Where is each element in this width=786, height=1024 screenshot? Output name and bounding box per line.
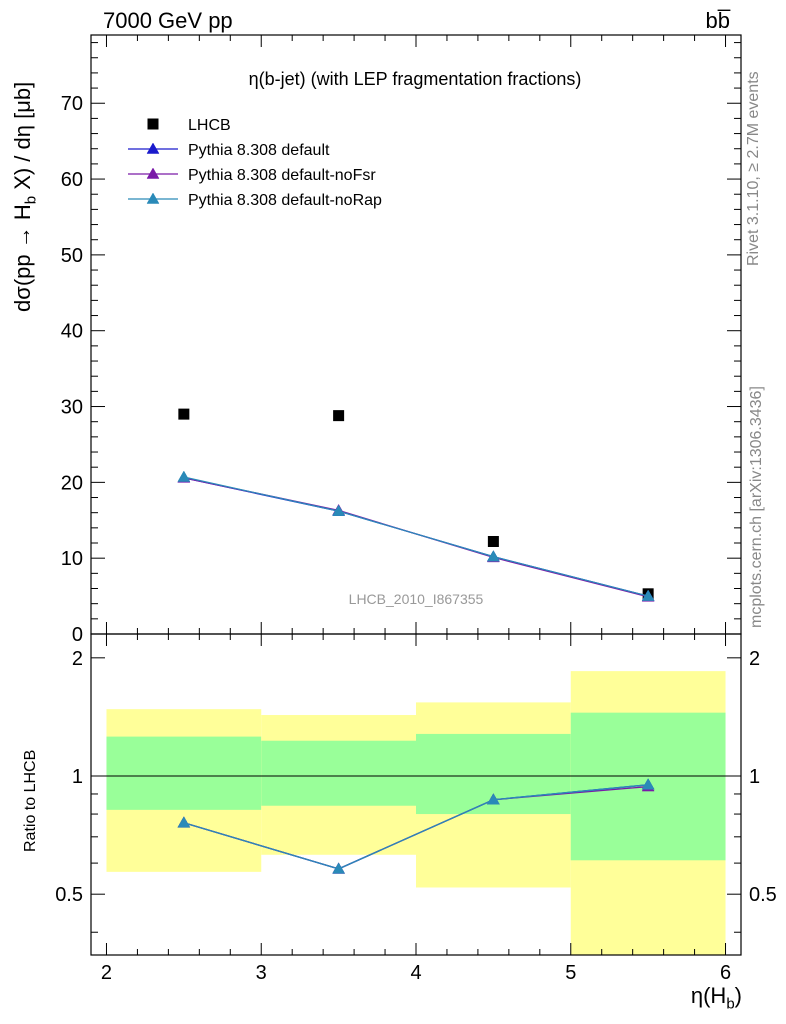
process-label: bb̅ bbox=[705, 8, 730, 33]
lhcb-data-marker bbox=[178, 408, 190, 420]
main-plot bbox=[177, 408, 655, 602]
mc-series-line bbox=[183, 476, 649, 597]
x-axis-label: η(Hb) bbox=[691, 983, 742, 1012]
ratio-y-tick-label: 1 bbox=[72, 766, 83, 788]
x-tick-label: 2 bbox=[101, 962, 112, 984]
x-tick-label: 3 bbox=[256, 962, 267, 984]
legend-entry-label: Pythia 8.308 default-noFsr bbox=[188, 167, 376, 184]
xlabel-main-part: η(H bbox=[690, 983, 727, 1008]
mc-series-marker bbox=[641, 589, 655, 601]
ratio-series-marker bbox=[332, 862, 346, 874]
ratio-inner-band bbox=[106, 736, 262, 810]
ratio-y-tick-label: 0.5 bbox=[55, 884, 83, 906]
legend-marker-triangle bbox=[146, 167, 160, 179]
ratio-y-tick-label-right: 1 bbox=[749, 766, 760, 788]
ratio-plot bbox=[91, 671, 741, 955]
ratio-series-marker bbox=[177, 816, 191, 828]
main-y-tick-label: 0 bbox=[72, 624, 83, 646]
mc-series-marker bbox=[486, 550, 500, 562]
legend-entry-label: Pythia 8.308 default bbox=[188, 142, 330, 159]
mc-series-marker bbox=[177, 470, 191, 482]
main-y-tick-label: 70 bbox=[61, 93, 83, 115]
ratio-series-marker bbox=[486, 793, 500, 805]
ratio-inner-band bbox=[261, 740, 416, 806]
legend-marker-triangle bbox=[146, 142, 160, 154]
legend-marker-lhcb bbox=[147, 118, 159, 130]
ratio-y-tick-label: 2 bbox=[72, 648, 83, 670]
ratio-y-tick-label-right: 2 bbox=[749, 648, 760, 670]
ratio-series-line bbox=[183, 784, 649, 870]
legend-marker-triangle bbox=[146, 192, 160, 204]
legend-entry-label: LHCB bbox=[188, 117, 231, 134]
xlabel-tail-part: ) bbox=[734, 983, 742, 1008]
main-y-tick-label: 10 bbox=[61, 548, 83, 570]
analysis-watermark: LHCB_2010_I867355 bbox=[349, 591, 484, 607]
main-y-tick-label: 20 bbox=[61, 472, 83, 494]
main-y-tick-label: 40 bbox=[61, 321, 83, 343]
main-y-tick-label: 30 bbox=[61, 397, 83, 419]
x-tick-label: 6 bbox=[720, 962, 731, 984]
lhcb-data-marker bbox=[333, 410, 345, 422]
legend-entry-label: Pythia 8.308 default-noRap bbox=[188, 192, 382, 209]
legend: LHCB Pythia 8.308 default Pythia 8.308 def… bbox=[128, 117, 382, 209]
main-y-tick-label: 50 bbox=[61, 245, 83, 267]
x-tick-label: 4 bbox=[410, 962, 421, 984]
main-y-tick-label: 60 bbox=[61, 169, 83, 191]
ratio-y-tick-label-right: 0.5 bbox=[749, 884, 777, 906]
lhcb-data-marker bbox=[487, 535, 499, 547]
energy-label: 7000 GeV pp bbox=[103, 8, 233, 33]
main-plot-title: η(b-jet) (with LEP fragmentation fractio… bbox=[249, 69, 582, 89]
mc-series-marker bbox=[332, 504, 346, 516]
xlabel-sub-part: b bbox=[726, 995, 735, 1013]
ratio-series-marker bbox=[641, 778, 655, 790]
x-tick-label: 5 bbox=[565, 962, 576, 984]
